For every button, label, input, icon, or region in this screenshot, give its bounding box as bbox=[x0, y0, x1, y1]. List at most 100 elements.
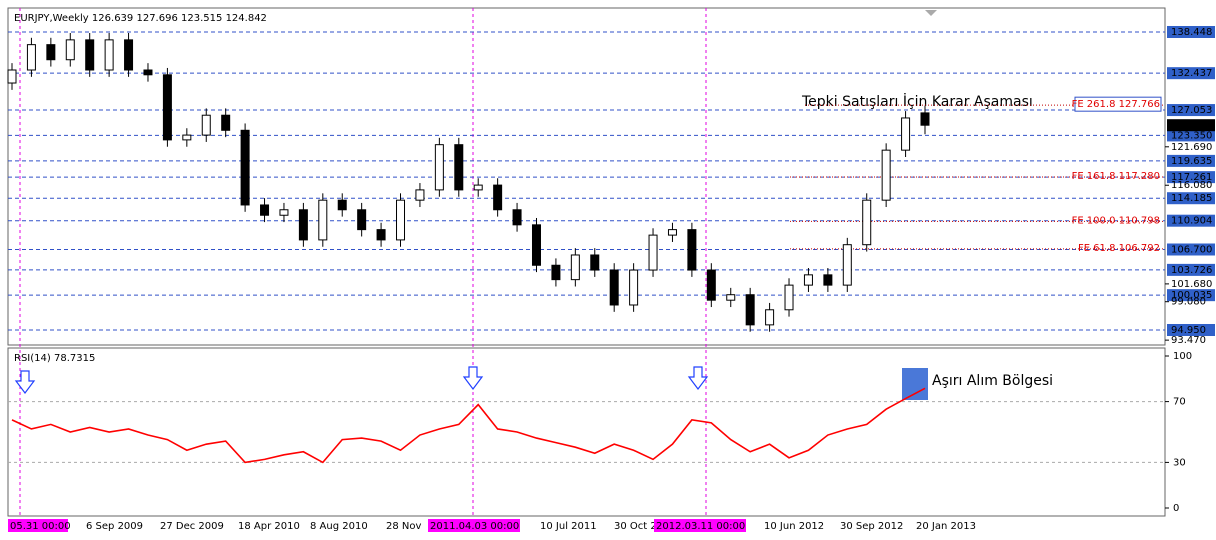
candle-body bbox=[590, 254, 600, 271]
candle-body bbox=[26, 44, 36, 71]
rsi-tick-label: 100 bbox=[1173, 351, 1192, 362]
rsi-line bbox=[11, 387, 926, 464]
candle-body bbox=[182, 134, 192, 141]
x-tick-label: 10 Jul 2011 bbox=[540, 521, 597, 532]
candle-body bbox=[201, 114, 211, 136]
level-label: 123.350 bbox=[1171, 130, 1212, 141]
candle-body bbox=[493, 184, 503, 211]
x-tick-label: 27 Dec 2009 bbox=[160, 521, 224, 532]
level-label: 106.700 bbox=[1171, 244, 1212, 255]
header: EURJPY,Weekly 126.639 127.696 123.515 12… bbox=[14, 13, 267, 24]
candle-body bbox=[862, 199, 872, 246]
candle-body bbox=[221, 114, 231, 131]
candle-body bbox=[298, 209, 308, 241]
arrow bbox=[687, 366, 709, 390]
main-panel bbox=[7, 7, 1166, 346]
y-tick-label: 93.470 bbox=[1171, 335, 1206, 346]
candle-body bbox=[240, 129, 250, 206]
rsi-panel bbox=[7, 347, 1166, 517]
level-label: 117.261 bbox=[1171, 172, 1212, 183]
period-separators bbox=[19, 8, 707, 516]
last-high: 127.696 bbox=[136, 13, 177, 24]
candle-body bbox=[784, 284, 794, 311]
candle-body bbox=[667, 229, 677, 236]
x-tick-label: 18 Apr 2010 bbox=[238, 521, 300, 532]
rsi-annotation: Aşırı Alım Bölgesi bbox=[932, 373, 1053, 389]
x-label-highlight bbox=[8, 519, 68, 532]
y-tick-label: 101.680 bbox=[1171, 279, 1212, 290]
level-label: 119.635 bbox=[1171, 156, 1212, 167]
x-tick-label: 2011.04.03 00:00 bbox=[430, 521, 519, 532]
candle-body bbox=[823, 274, 833, 286]
last-close: 124.842 bbox=[226, 13, 267, 24]
overbought-box bbox=[902, 368, 928, 400]
candle-body bbox=[765, 309, 775, 326]
candle-body bbox=[85, 39, 95, 71]
fe-value: 110.798 bbox=[1119, 215, 1160, 226]
annotation: Tepki Satışları İçin Karar Aşaması bbox=[801, 92, 1033, 110]
level-label: 110.904 bbox=[1171, 216, 1212, 227]
last-open: 126.639 bbox=[92, 13, 133, 24]
x-label-highlight bbox=[428, 519, 520, 532]
candle-body bbox=[842, 244, 852, 286]
arrows bbox=[14, 366, 709, 394]
level-label: 114.185 bbox=[1171, 193, 1212, 204]
candle-body bbox=[551, 264, 561, 281]
level-box bbox=[1167, 171, 1215, 184]
candle-body bbox=[706, 269, 716, 301]
shift-marker bbox=[925, 10, 937, 16]
fe-value: 106.792 bbox=[1119, 243, 1160, 254]
candle-body bbox=[881, 149, 891, 201]
y-tick-label: 116.080 bbox=[1171, 180, 1212, 191]
candle-body bbox=[687, 229, 697, 271]
rsi-header: RSI(14) 78.7315 bbox=[14, 353, 95, 364]
fe-value: 117.280 bbox=[1119, 171, 1160, 182]
level-label: 94.950 bbox=[1171, 325, 1206, 336]
x-tick-label: 28 Nov bbox=[386, 521, 422, 532]
level-box bbox=[1167, 25, 1215, 38]
level-label: 103.726 bbox=[1171, 265, 1212, 276]
fe-label: FE 261.8 127.766 bbox=[1072, 99, 1160, 110]
candle-body bbox=[629, 269, 639, 306]
x-tick-label: 6 Sep 2009 bbox=[86, 521, 143, 532]
arrow bbox=[14, 370, 36, 394]
level-box bbox=[1167, 323, 1215, 336]
candle-body bbox=[803, 274, 813, 286]
x-tick-label: 10 Jun 2012 bbox=[764, 521, 824, 532]
candle-body bbox=[901, 117, 911, 151]
candle-body bbox=[609, 269, 619, 306]
fe-name: FE 61.8 bbox=[1078, 243, 1116, 254]
candle-body bbox=[415, 189, 425, 201]
candle-body bbox=[104, 39, 114, 71]
level-box bbox=[1167, 67, 1215, 80]
x-tick-label: 05.31 00:00 bbox=[10, 521, 71, 532]
y-tick-label: 99.080 bbox=[1171, 297, 1206, 308]
level-label: 127.053 bbox=[1171, 105, 1212, 116]
level-box bbox=[1167, 243, 1215, 256]
x-label-highlight bbox=[654, 519, 746, 532]
candle-body bbox=[162, 74, 172, 141]
candle-body bbox=[745, 294, 755, 326]
last-low: 123.515 bbox=[181, 13, 222, 24]
candle-body bbox=[143, 69, 153, 76]
rsi-name: RSI(14) bbox=[14, 353, 51, 364]
level-box bbox=[1167, 214, 1215, 227]
current-price-box bbox=[1167, 119, 1215, 132]
candle-body bbox=[357, 209, 367, 231]
level-box bbox=[1167, 104, 1215, 117]
x-tick-label: 2012.03.11 00:00 bbox=[656, 521, 745, 532]
fe-name: FE 100.0 bbox=[1072, 215, 1116, 226]
x-tick-label: 30 Sep 2012 bbox=[840, 521, 903, 532]
candle-body bbox=[396, 199, 406, 241]
candle-body bbox=[648, 234, 658, 271]
candle-body bbox=[434, 144, 444, 191]
level-label: 138.448 bbox=[1171, 27, 1212, 38]
candle-body bbox=[337, 199, 347, 211]
fe-value: 127.766 bbox=[1119, 99, 1160, 110]
candle-body bbox=[124, 39, 134, 71]
candle-body bbox=[454, 144, 464, 191]
level-label: 132.437 bbox=[1171, 68, 1212, 79]
symbol: EURJPY,Weekly bbox=[14, 13, 89, 24]
